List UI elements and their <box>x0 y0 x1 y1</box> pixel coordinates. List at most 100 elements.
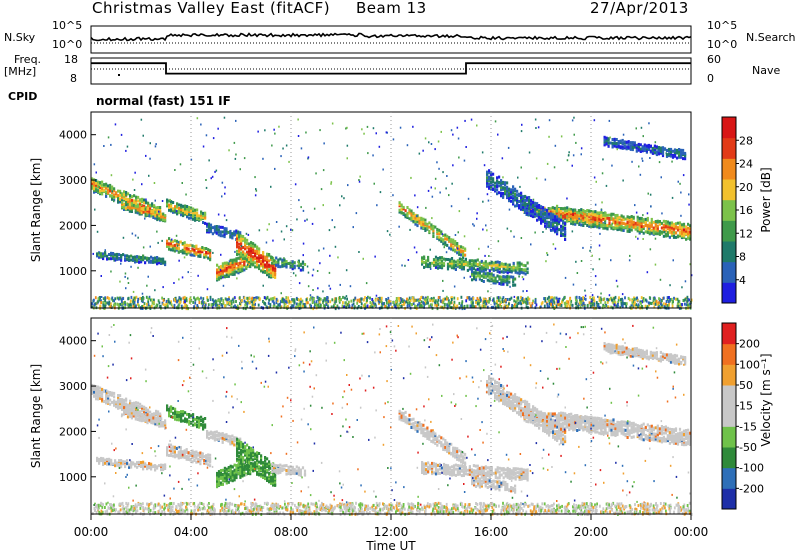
sky-panel-frame <box>90 25 692 54</box>
ground-scatter-cell <box>633 297 636 301</box>
noise-cell <box>446 175 448 177</box>
ground-scatter-cell <box>348 305 351 309</box>
noise-cell <box>296 264 298 267</box>
data-cell <box>189 253 192 257</box>
data-cell <box>508 269 511 272</box>
data-cell <box>116 256 119 260</box>
ground-scatter-cell <box>210 303 213 307</box>
data-cell <box>146 210 149 214</box>
noise-cell <box>456 126 459 129</box>
data-cell <box>661 148 665 152</box>
data-cell <box>482 269 485 273</box>
data-cell <box>642 219 645 223</box>
noise-cell <box>339 204 341 207</box>
data-cell <box>512 202 515 206</box>
noise-cell <box>171 238 173 241</box>
data-cell <box>542 219 545 223</box>
data-cell <box>649 149 652 153</box>
data-cell <box>134 255 137 259</box>
ground-scatter-cell <box>644 298 647 302</box>
data-cell <box>128 258 131 262</box>
data-cell <box>207 248 210 252</box>
data-cell <box>630 225 633 229</box>
data-cell <box>574 213 577 217</box>
ground-scatter-cell <box>621 305 624 309</box>
data-cell <box>558 208 561 211</box>
data-cell <box>268 270 271 274</box>
data-cell <box>170 205 173 209</box>
ground-scatter-cell <box>569 297 571 301</box>
data-cell <box>227 274 230 278</box>
data-cell <box>109 393 112 397</box>
data-cell <box>504 275 507 279</box>
data-cell <box>159 206 162 209</box>
data-cell <box>516 200 519 204</box>
ground-scatter-cell <box>283 298 286 302</box>
ground-scatter-cell <box>273 296 276 300</box>
ground-scatter-cell <box>424 296 427 300</box>
data-cell <box>183 455 186 459</box>
data-cell <box>157 412 160 416</box>
ground-scatter-cell <box>268 298 270 302</box>
noise-cell <box>594 203 597 206</box>
ground-scatter-cell <box>126 303 129 307</box>
noise-cell <box>575 260 577 263</box>
noise-cell <box>430 186 432 189</box>
data-cell <box>428 229 431 233</box>
ground-scatter-cell <box>646 305 649 309</box>
data-cell <box>440 259 444 263</box>
data-cell <box>202 427 205 431</box>
data-cell <box>172 406 175 410</box>
ground-scatter-cell <box>251 300 254 304</box>
data-cell <box>111 400 114 404</box>
noise-cell <box>245 232 248 235</box>
data-cell <box>121 403 124 407</box>
data-cell <box>97 183 100 187</box>
ground-scatter-cell <box>185 307 188 311</box>
noise-cell <box>573 116 575 119</box>
data-cell <box>522 208 525 212</box>
data-cell <box>500 281 503 285</box>
data-cell <box>120 258 123 262</box>
data-cell <box>96 252 99 256</box>
data-cell <box>618 217 621 221</box>
ground-scatter-cell <box>442 297 445 301</box>
ground-scatter-cell <box>357 305 360 308</box>
noise-cell <box>322 247 325 250</box>
data-cell <box>685 225 688 229</box>
ground-scatter-cell <box>623 302 626 306</box>
data-cell <box>458 265 461 269</box>
data-cell <box>680 229 684 233</box>
noise-cell <box>597 295 599 298</box>
data-cell <box>492 180 495 183</box>
data-cell <box>658 232 661 236</box>
noise-cell <box>422 149 424 152</box>
noise-cell <box>631 160 633 163</box>
data-cell <box>565 210 568 214</box>
data-cell <box>446 243 449 247</box>
data-cell <box>618 221 621 225</box>
data-cell <box>213 225 216 229</box>
data-cell <box>109 183 112 187</box>
data-cell <box>647 143 650 147</box>
data-cell <box>504 183 507 187</box>
ground-scatter-cell <box>162 302 165 306</box>
ground-scatter-cell <box>525 305 528 309</box>
noise-cell <box>120 262 122 265</box>
noise-cell <box>114 123 117 126</box>
data-cell <box>243 268 246 272</box>
data-cell <box>638 216 641 220</box>
ground-scatter-cell <box>317 305 320 309</box>
noise-cell <box>647 192 649 195</box>
data-cell <box>223 264 226 268</box>
ground-scatter-cell <box>500 305 503 308</box>
data-cell <box>550 221 553 225</box>
data-cell <box>530 204 533 208</box>
data-cell <box>540 213 543 216</box>
ground-scatter-cell <box>474 305 477 309</box>
data-cell <box>116 257 119 261</box>
data-cell <box>199 249 202 253</box>
ground-scatter-cell <box>94 296 97 300</box>
ground-scatter-cell <box>476 302 479 306</box>
data-cell <box>462 246 465 250</box>
